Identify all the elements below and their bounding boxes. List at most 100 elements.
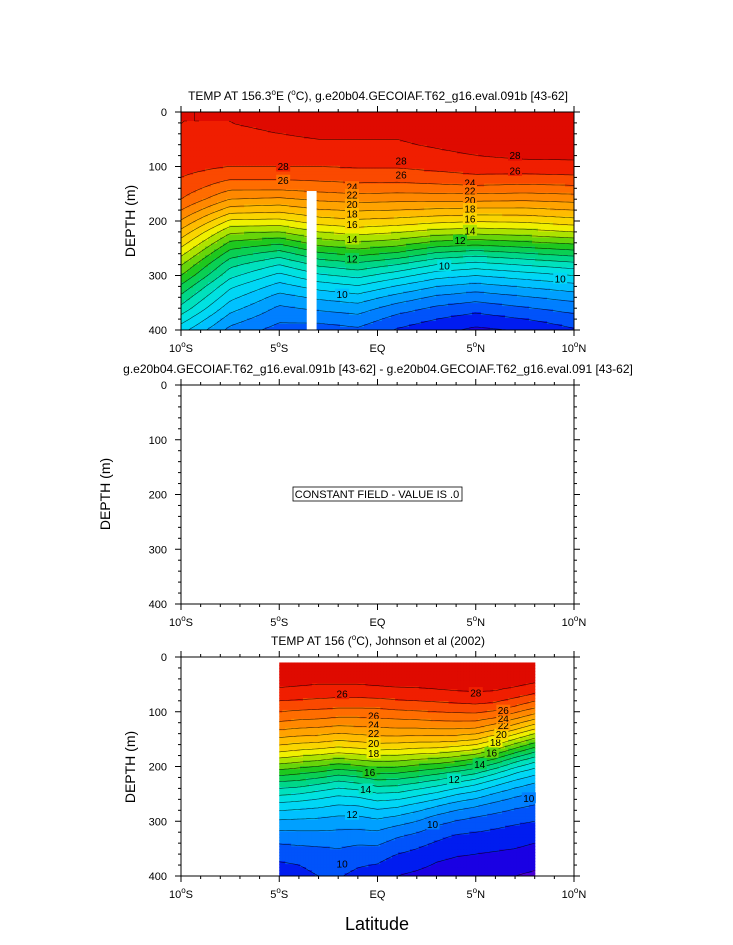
field-cell xyxy=(424,162,428,167)
field-cell xyxy=(322,171,326,176)
field-cell xyxy=(469,222,473,227)
field-cell xyxy=(352,138,356,143)
field-cell xyxy=(229,117,233,122)
field-cell xyxy=(397,222,401,227)
field-cell xyxy=(484,192,488,197)
field-cell xyxy=(220,153,224,158)
field-cell xyxy=(565,216,569,221)
field-cell xyxy=(373,210,377,215)
field-cell xyxy=(451,204,455,209)
field-cell xyxy=(241,222,245,227)
field-cell xyxy=(382,120,386,125)
field-cell xyxy=(409,114,413,119)
field-cell xyxy=(553,144,557,149)
field-cell xyxy=(223,183,227,188)
field-cell xyxy=(208,165,212,170)
field-cell xyxy=(541,156,545,161)
field-cell xyxy=(373,126,377,131)
field-cell xyxy=(562,192,566,197)
field-cell xyxy=(499,117,503,122)
field-cell xyxy=(538,117,542,122)
field-cell xyxy=(340,189,344,194)
field-cell xyxy=(241,162,245,167)
field-cell xyxy=(427,147,431,152)
field-cell xyxy=(274,123,278,128)
field-cell xyxy=(289,177,293,182)
field-cell xyxy=(424,141,428,146)
field-cell xyxy=(304,156,308,161)
field-cell xyxy=(439,183,443,188)
field-cell xyxy=(238,144,242,149)
field-cell xyxy=(322,135,326,140)
field-cell xyxy=(421,177,425,182)
field-cell xyxy=(220,117,224,122)
field-cell xyxy=(247,153,251,158)
field-cell xyxy=(403,132,407,137)
field-cell xyxy=(493,195,497,200)
field-cell xyxy=(394,114,398,119)
field-cell xyxy=(352,129,356,134)
field-cell xyxy=(508,162,512,167)
field-cell xyxy=(493,112,497,116)
field-cell xyxy=(193,129,197,134)
field-cell xyxy=(484,198,488,203)
field-cell xyxy=(430,129,434,134)
field-cell xyxy=(445,117,449,122)
field-cell xyxy=(283,198,287,203)
field-cell xyxy=(424,171,428,176)
field-cell xyxy=(484,129,488,134)
field-cell xyxy=(475,126,479,131)
field-cell xyxy=(547,177,551,182)
field-cell xyxy=(217,189,221,194)
field-cell xyxy=(526,216,530,221)
field-cell xyxy=(217,132,221,137)
field-cell xyxy=(361,112,365,116)
field-cell xyxy=(346,129,350,134)
field-cell xyxy=(256,129,260,134)
field-cell xyxy=(514,162,518,167)
field-cell xyxy=(529,174,533,179)
field-cell xyxy=(226,183,230,188)
field-cell xyxy=(259,192,263,197)
field-cell xyxy=(328,219,332,224)
field-cell xyxy=(310,114,314,119)
field-cell xyxy=(535,177,539,182)
field-cell xyxy=(310,147,314,152)
field-cell xyxy=(268,132,272,137)
field-cell xyxy=(412,129,416,134)
field-cell xyxy=(412,147,416,152)
field-cell xyxy=(454,186,458,191)
field-cell xyxy=(241,168,245,173)
field-cell xyxy=(532,201,536,206)
field-cell xyxy=(457,165,461,170)
field-cell xyxy=(415,162,419,167)
field-cell xyxy=(232,114,236,119)
field-cell xyxy=(550,189,554,194)
field-cell xyxy=(559,171,563,176)
field-cell xyxy=(367,213,371,218)
field-cell xyxy=(229,180,233,185)
field-cell xyxy=(292,144,296,149)
field-cell xyxy=(481,219,485,224)
field-cell xyxy=(247,207,251,212)
field-cell xyxy=(196,126,200,131)
field-cell xyxy=(451,192,455,197)
field-cell xyxy=(301,165,305,170)
field-cell xyxy=(487,207,491,212)
field-cell xyxy=(541,165,545,170)
field-cell xyxy=(214,189,218,194)
field-cell xyxy=(199,144,203,149)
field-cell xyxy=(316,120,320,125)
field-cell xyxy=(412,201,416,206)
field-cell xyxy=(214,129,218,134)
field-cell xyxy=(412,174,416,179)
field-cell xyxy=(208,123,212,128)
field-cell xyxy=(316,123,320,128)
field-cell xyxy=(376,147,380,152)
field-cell xyxy=(493,168,497,173)
field-cell xyxy=(238,135,242,140)
field-cell xyxy=(502,159,506,164)
field-cell xyxy=(457,114,461,119)
field-cell xyxy=(412,159,416,164)
field-cell xyxy=(205,192,209,197)
